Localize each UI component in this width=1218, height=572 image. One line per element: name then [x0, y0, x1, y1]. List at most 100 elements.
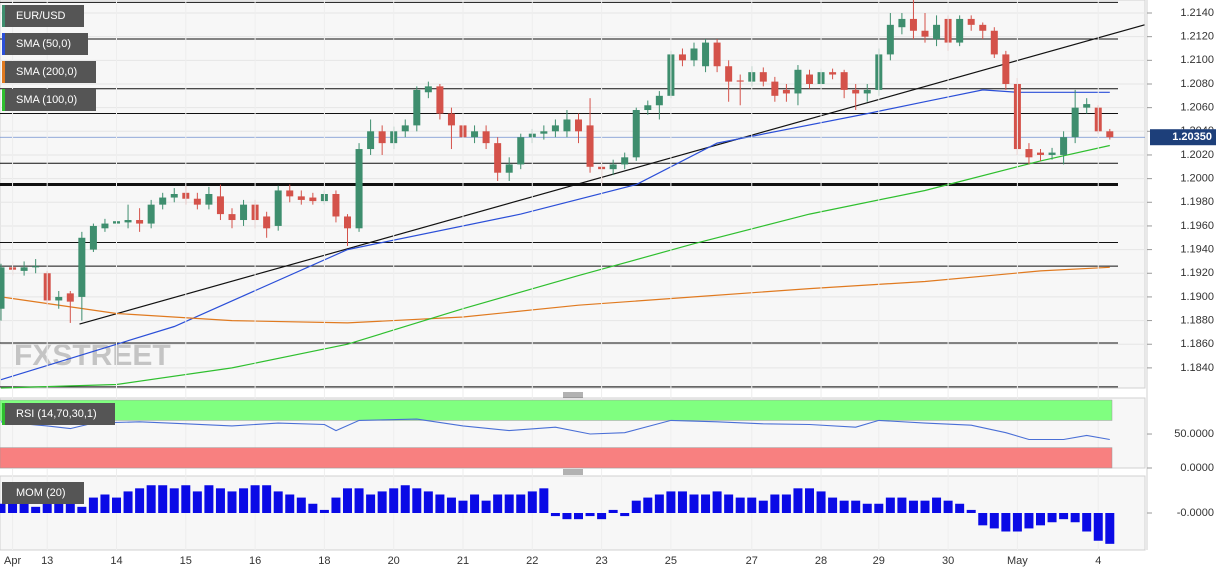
- x-tick-label: Apr: [4, 555, 21, 567]
- candle-body: [78, 237, 86, 297]
- mom-bar: [19, 503, 29, 513]
- mom-bar: [828, 497, 838, 513]
- mom-bar: [689, 494, 699, 513]
- candle-body: [759, 72, 767, 82]
- candle-body: [274, 190, 282, 226]
- legend-swatch: [2, 482, 5, 504]
- candle-body: [725, 66, 733, 82]
- candle-body: [967, 18, 975, 25]
- candle-body: [89, 225, 97, 250]
- mom-bar: [816, 491, 826, 513]
- candle-body: [136, 220, 144, 224]
- mom-bar: [770, 494, 780, 513]
- y-tick-label: 1.1900: [1180, 291, 1214, 303]
- candle-body: [159, 197, 167, 205]
- mom-bar: [527, 491, 537, 513]
- mom-bar: [932, 497, 942, 513]
- mom-bar: [77, 506, 87, 513]
- candle-body: [147, 204, 155, 224]
- mom-bar: [377, 491, 387, 513]
- oversold-band: [0, 447, 1113, 469]
- mom-bar: [793, 488, 803, 513]
- legend-swatch: [2, 61, 5, 83]
- mom-bar: [239, 488, 249, 513]
- legend-box: [2, 61, 96, 83]
- mom-bar: [273, 491, 283, 513]
- candle-body: [713, 42, 721, 67]
- candle-body: [990, 30, 998, 55]
- mom-bar: [620, 513, 630, 517]
- candle-body: [702, 42, 710, 67]
- mom-bar: [31, 506, 41, 513]
- overbought-band: [0, 399, 1113, 421]
- candle-body: [771, 81, 779, 96]
- candle-body: [240, 204, 248, 221]
- mom-bar: [677, 491, 687, 513]
- candle-body: [690, 48, 698, 61]
- y-tick-label: 1.1880: [1180, 314, 1214, 326]
- mom-bar: [308, 503, 318, 513]
- candle-body: [551, 125, 559, 132]
- x-tick-label: 30: [942, 555, 954, 567]
- candle-body: [794, 69, 802, 94]
- mom-bar: [65, 503, 75, 513]
- mom-bar: [712, 491, 722, 513]
- legend-label: RSI (14,70,30,1): [16, 408, 97, 420]
- mom-bar: [1105, 513, 1115, 544]
- legend-label: SMA (200,0): [16, 66, 77, 78]
- candle-body: [471, 131, 479, 138]
- candle-body: [482, 131, 490, 144]
- candle-body: [1025, 149, 1033, 158]
- mom-bar: [1012, 513, 1022, 532]
- x-tick-label: 28: [815, 555, 827, 567]
- x-tick-label: 20: [388, 555, 400, 567]
- candle-body: [424, 86, 432, 93]
- candle-body: [655, 95, 663, 106]
- candle-body: [286, 190, 294, 197]
- mom-bar: [747, 497, 757, 513]
- mom-bar: [493, 494, 503, 513]
- candle-body: [956, 18, 964, 43]
- candle-body: [216, 196, 224, 215]
- x-tick-label: 21: [457, 555, 469, 567]
- mom-bar: [574, 513, 583, 520]
- last-price-box: [1150, 129, 1216, 146]
- candle-body: [829, 72, 837, 75]
- mom-bar: [458, 500, 468, 513]
- mom-bar: [597, 513, 607, 520]
- candle-body: [32, 266, 40, 268]
- mom-bar: [550, 513, 560, 517]
- mom-bar: [400, 485, 410, 513]
- candle-body: [886, 24, 894, 55]
- mom-bar: [470, 494, 480, 513]
- mom-bar: [135, 488, 145, 513]
- legend-swatch: [2, 403, 5, 425]
- candle-body: [193, 198, 201, 205]
- candle-body: [413, 89, 421, 126]
- x-tick-label: 25: [665, 555, 677, 567]
- mom-bar: [262, 485, 272, 513]
- legend-swatch: [2, 33, 5, 55]
- y-tick-label: 0.0000: [1180, 462, 1214, 474]
- candle-body: [367, 131, 375, 150]
- y-tick-label: 1.2020: [1180, 149, 1214, 161]
- mom-bar: [343, 488, 352, 513]
- mom-bar: [1047, 513, 1057, 523]
- y-tick-label: 50.0000: [1174, 428, 1214, 440]
- mom-bar: [169, 488, 179, 513]
- price-panel: [0, 0, 1146, 389]
- mom-bar: [331, 497, 341, 513]
- trendline: [79, 24, 1145, 325]
- legend-label: SMA (50,0): [16, 38, 71, 50]
- mom-bar: [1059, 513, 1069, 520]
- mom-bar: [296, 497, 306, 513]
- mom-bar: [874, 503, 884, 513]
- candle-body: [909, 18, 917, 31]
- mom-bar: [250, 485, 260, 513]
- x-tick-label: 14: [110, 555, 122, 567]
- y-tick-label: 1.2080: [1180, 78, 1214, 90]
- candle-body: [332, 194, 340, 217]
- panel-grip: [563, 469, 583, 475]
- x-tick-label: 29: [873, 555, 885, 567]
